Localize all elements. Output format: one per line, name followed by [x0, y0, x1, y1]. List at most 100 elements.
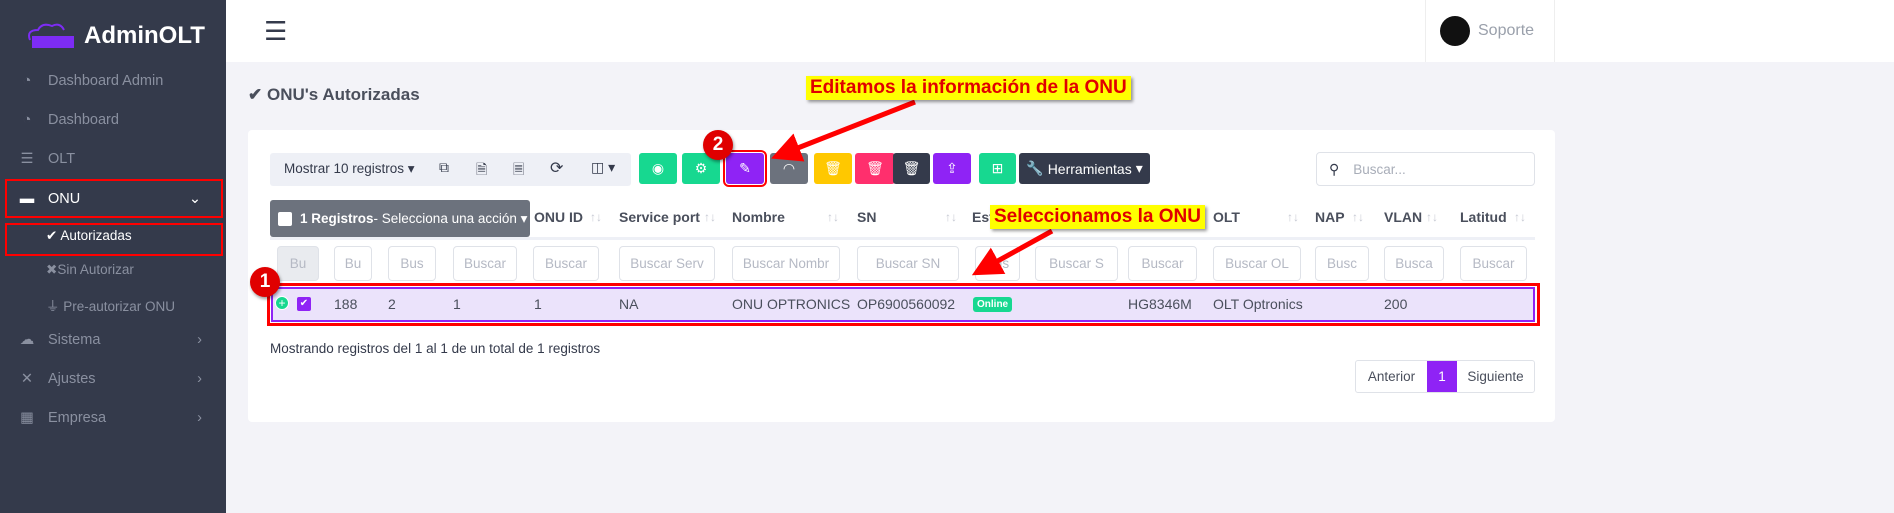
sort-icon[interactable]: ↑↓	[1426, 210, 1438, 224]
filter-input[interactable]: Buscar S	[1035, 246, 1118, 281]
eye-icon: ◉	[651, 160, 665, 176]
label: ONU	[48, 190, 81, 207]
label: Ajustes	[48, 371, 96, 387]
sidebar-item-ajustes[interactable]: ✕ Ajustes ›	[0, 360, 226, 398]
columns-icon[interactable]: ◫ ▾	[591, 159, 616, 175]
logo[interactable]: AdminOLT	[24, 18, 205, 54]
tools-icon: ✕	[20, 371, 34, 387]
cell-sn: OP6900560092	[857, 296, 956, 312]
filter-input[interactable]: Buscar SN	[857, 246, 959, 281]
chevron-down-icon: ⌄	[188, 190, 201, 207]
header-vlan[interactable]: VLAN	[1384, 209, 1423, 225]
filter-input[interactable]: Bu	[277, 246, 319, 281]
arrow-to-row	[971, 228, 1054, 276]
label: Pre-autorizar ONU	[63, 299, 176, 314]
file-text-icon[interactable]: 🗏	[513, 161, 525, 177]
filter-input[interactable]: Buscar	[533, 246, 599, 281]
table-row[interactable]	[271, 287, 1535, 322]
refresh-icon[interactable]: ⟳	[550, 160, 564, 177]
cloud-icon: ☁	[19, 332, 35, 348]
plug-icon: ⏚	[46, 299, 60, 314]
sort-icon[interactable]: ↑↓	[704, 210, 716, 224]
header-olt[interactable]: OLT	[1213, 209, 1240, 225]
expand-row-icon[interactable]: +	[275, 296, 289, 310]
filter-input[interactable]: Buscar	[1460, 246, 1527, 281]
delete-yellow-button[interactable]: 🗑	[814, 153, 852, 184]
gears-icon: ⚙	[694, 160, 708, 176]
sidebar-subitem-pre-autorizar[interactable]: ⏚ Pre-autorizar ONU	[46, 295, 175, 315]
sidebar-subitem-sin-autorizar[interactable]: ✖Sin Autorizar	[46, 262, 134, 278]
wrench-icon: 🔧	[1026, 160, 1044, 176]
label: Mostrar 10 registros	[284, 161, 405, 176]
sort-icon[interactable]: ↑↓	[827, 210, 839, 224]
network-button[interactable]: ⊞	[979, 153, 1016, 184]
filter-input[interactable]: Buscar OL	[1213, 246, 1301, 281]
router-cloud-logo-icon	[28, 23, 74, 48]
edit-button[interactable]: ✎	[723, 150, 767, 187]
sidebar-item-empresa[interactable]: ▦ Empresa ›	[0, 399, 226, 437]
label: Empresa	[48, 410, 107, 426]
label: Dashboard Admin	[48, 73, 164, 89]
upload-button[interactable]: ⇪	[933, 153, 971, 184]
view-button[interactable]: ◉	[639, 153, 677, 184]
filter-input[interactable]: Bu	[334, 246, 372, 281]
header-nap[interactable]: NAP	[1315, 209, 1345, 225]
header-onu-id[interactable]: ONU ID	[534, 209, 583, 225]
chevron-right-icon: ›	[197, 371, 202, 387]
filter-input[interactable]: Buscar Nombr	[732, 246, 840, 281]
hamburger-menu-icon[interactable]: ☰	[264, 16, 288, 46]
sort-icon[interactable]: ↑↓	[590, 210, 602, 224]
sidebar-item-autorizadas[interactable]	[5, 223, 223, 256]
building-icon: ▦	[20, 410, 34, 426]
cell: 2	[388, 296, 396, 312]
prev-page-button[interactable]: Anterior	[1367, 369, 1416, 384]
filter-input[interactable]: Buscar Serv	[619, 246, 715, 281]
trash-icon: 🗑	[824, 160, 842, 176]
filter-input[interactable]: Buscar	[453, 246, 517, 281]
filter-input[interactable]: Busca	[1384, 246, 1444, 281]
table-tools-group	[270, 153, 631, 186]
sidebar-item-dashboard[interactable]: ◔ Dashboard	[0, 101, 226, 139]
edit-icon: ✎	[739, 160, 751, 176]
header-sn[interactable]: SN	[857, 209, 877, 225]
header-nombre[interactable]: Nombre	[732, 209, 785, 225]
sidebar-subitem-autorizadas[interactable]: ✔ Autorizadas	[46, 228, 132, 244]
delete-pink-button[interactable]: 🗑	[855, 153, 895, 184]
placeholder: Buscar...	[1353, 161, 1406, 177]
row-checkbox[interactable]: ✔	[297, 297, 311, 311]
bulk-action-dropdown[interactable]: 1 Registros - Selecciona una acción ▾	[270, 200, 530, 237]
sort-icon[interactable]: ↑↓	[1352, 210, 1364, 224]
copy-icon[interactable]: ⧉	[439, 159, 449, 175]
label: Dashboard	[48, 112, 119, 128]
search-input[interactable]: ⚲ Buscar...	[1316, 152, 1535, 186]
user-menu[interactable]: Soporte	[1425, 0, 1555, 62]
cell-onu-id: 1	[534, 296, 542, 312]
delete-dark-button[interactable]: 🗑	[893, 153, 930, 184]
check-icon: ✔	[46, 228, 58, 243]
page-1-button[interactable]: 1	[1427, 361, 1457, 392]
header-estado[interactable]: Est	[972, 209, 994, 225]
header-latitud[interactable]: Latitud	[1460, 209, 1507, 225]
sidebar-item-onu[interactable]: ▬ ONU ⌄	[5, 179, 223, 218]
sort-icon[interactable]: ↑↓	[1287, 210, 1299, 224]
annotation-label-edit: Editamos la información de la ONU	[806, 76, 1131, 100]
select-all-checkbox[interactable]	[278, 211, 292, 226]
sort-icon[interactable]: ↑↓	[945, 210, 957, 224]
tools-dropdown[interactable]: 🔧 Herramientas ▾	[1019, 153, 1150, 184]
filter-input[interactable]: Busc	[1315, 246, 1369, 281]
filter-input[interactable]: Bus	[388, 246, 436, 281]
sidebar-item-olt[interactable]: ☰ OLT	[0, 140, 226, 178]
tachometer-icon: ◔	[22, 112, 32, 128]
cell-olt: OLT Optronics	[1213, 296, 1303, 312]
show-records-dropdown[interactable]: Mostrar 10 registros ▾	[284, 161, 415, 176]
header-service-port[interactable]: Service port	[619, 209, 700, 225]
page-title: ✔ ONU's Autorizadas	[248, 85, 420, 105]
sort-icon[interactable]: ↑↓	[1514, 210, 1526, 224]
top-bar: ☰ Soporte	[226, 0, 1894, 62]
next-page-button[interactable]: Siguiente	[1467, 369, 1524, 384]
sidebar-item-dashboard-admin[interactable]: ◔ Dashboard Admin	[0, 62, 226, 100]
sidebar-item-sistema[interactable]: ☁ Sistema ›	[0, 321, 226, 359]
excel-icon[interactable]: 🗎	[476, 161, 488, 177]
filter-input[interactable]: Buscar	[1128, 246, 1197, 281]
